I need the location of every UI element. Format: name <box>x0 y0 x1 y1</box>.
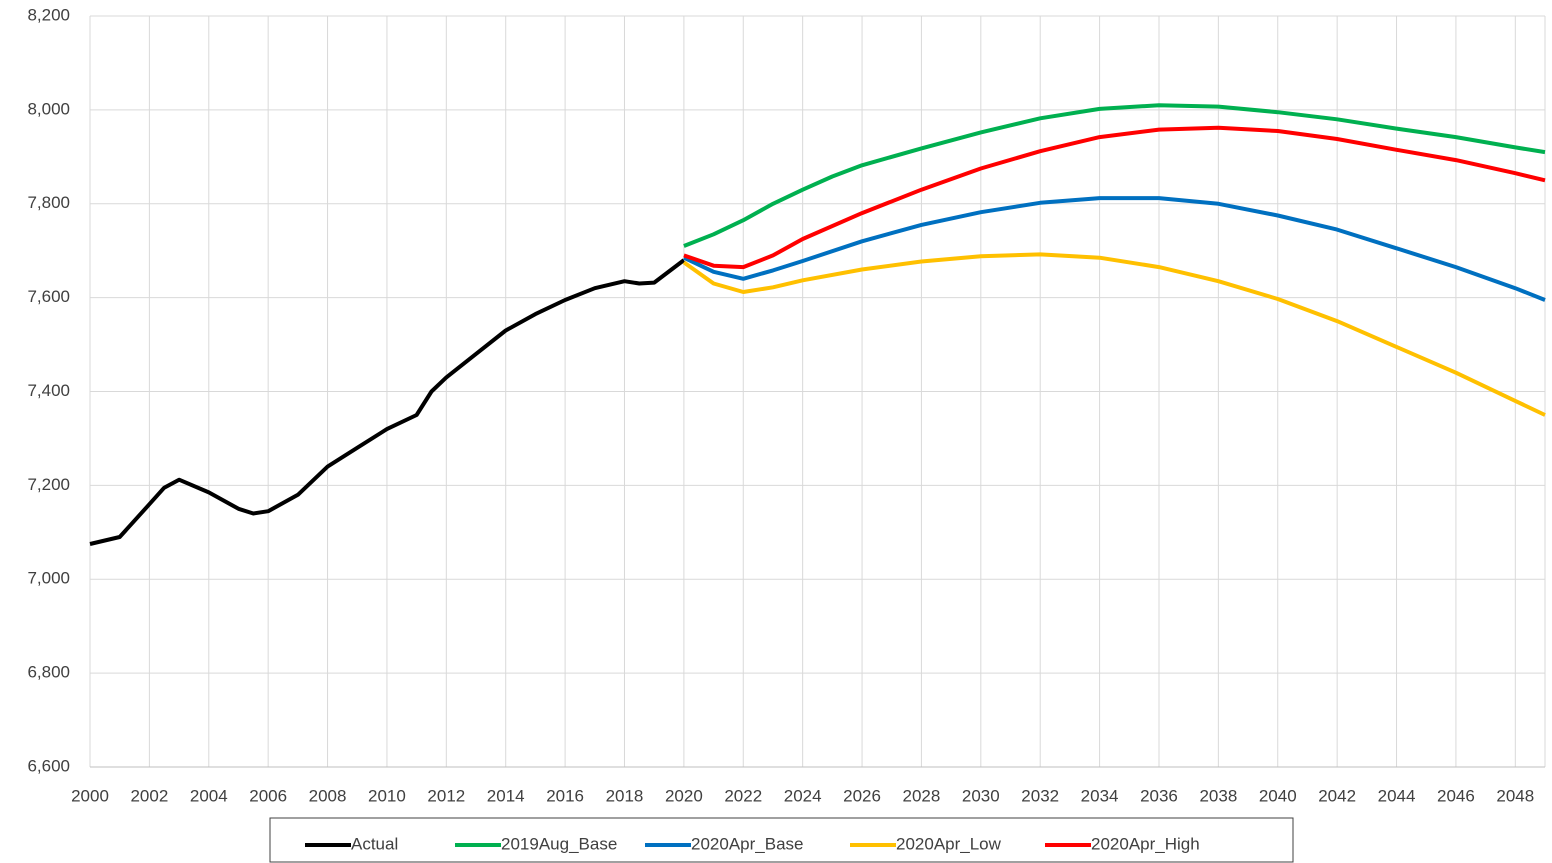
legend-label: 2020Apr_High <box>1091 834 1200 853</box>
y-tick-label: 8,000 <box>27 99 70 118</box>
legend-label: Actual <box>351 834 398 853</box>
y-tick-label: 7,200 <box>27 475 70 494</box>
x-tick-label: 2000 <box>71 786 109 805</box>
x-tick-label: 2010 <box>368 786 406 805</box>
y-tick-label: 6,600 <box>27 756 70 775</box>
x-tick-label: 2032 <box>1021 786 1059 805</box>
y-tick-label: 8,200 <box>27 5 70 24</box>
x-tick-label: 2008 <box>309 786 347 805</box>
y-tick-label: 7,600 <box>27 287 70 306</box>
y-tick-label: 7,800 <box>27 193 70 212</box>
x-tick-label: 2016 <box>546 786 584 805</box>
series-line <box>682 252 1546 417</box>
x-tick-label: 2026 <box>843 786 881 805</box>
x-tick-label: 2042 <box>1318 786 1356 805</box>
series-line <box>89 258 686 546</box>
legend-box <box>269 817 1294 863</box>
y-tick-label: 7,400 <box>27 381 70 400</box>
x-tick-label: 2034 <box>1081 786 1119 805</box>
x-tick-label: 2022 <box>724 786 762 805</box>
series-line <box>683 196 1546 302</box>
legend-label: 2020Apr_Low <box>896 834 1002 853</box>
x-tick-label: 2044 <box>1378 786 1416 805</box>
x-tick-label: 2036 <box>1140 786 1178 805</box>
x-tick-label: 2038 <box>1199 786 1237 805</box>
x-tick-label: 2004 <box>190 786 228 805</box>
legend-label: 2019Aug_Base <box>501 834 617 853</box>
series-line <box>683 125 1546 270</box>
x-tick-label: 2048 <box>1496 786 1534 805</box>
x-tick-label: 2040 <box>1259 786 1297 805</box>
x-tick-label: 2030 <box>962 786 1000 805</box>
x-tick-label: 2006 <box>249 786 287 805</box>
y-tick-label: 7,000 <box>27 569 70 588</box>
x-tick-label: 2018 <box>606 786 644 805</box>
legend-label: 2020Apr_Base <box>691 834 803 853</box>
x-tick-label: 2020 <box>665 786 703 805</box>
x-tick-label: 2002 <box>130 786 168 805</box>
x-tick-label: 2014 <box>487 786 525 805</box>
x-tick-label: 2012 <box>427 786 465 805</box>
x-tick-label: 2024 <box>784 786 822 805</box>
y-tick-label: 6,800 <box>27 663 70 682</box>
x-tick-label: 2028 <box>903 786 941 805</box>
series-line <box>683 103 1546 248</box>
x-tick-label: 2046 <box>1437 786 1475 805</box>
